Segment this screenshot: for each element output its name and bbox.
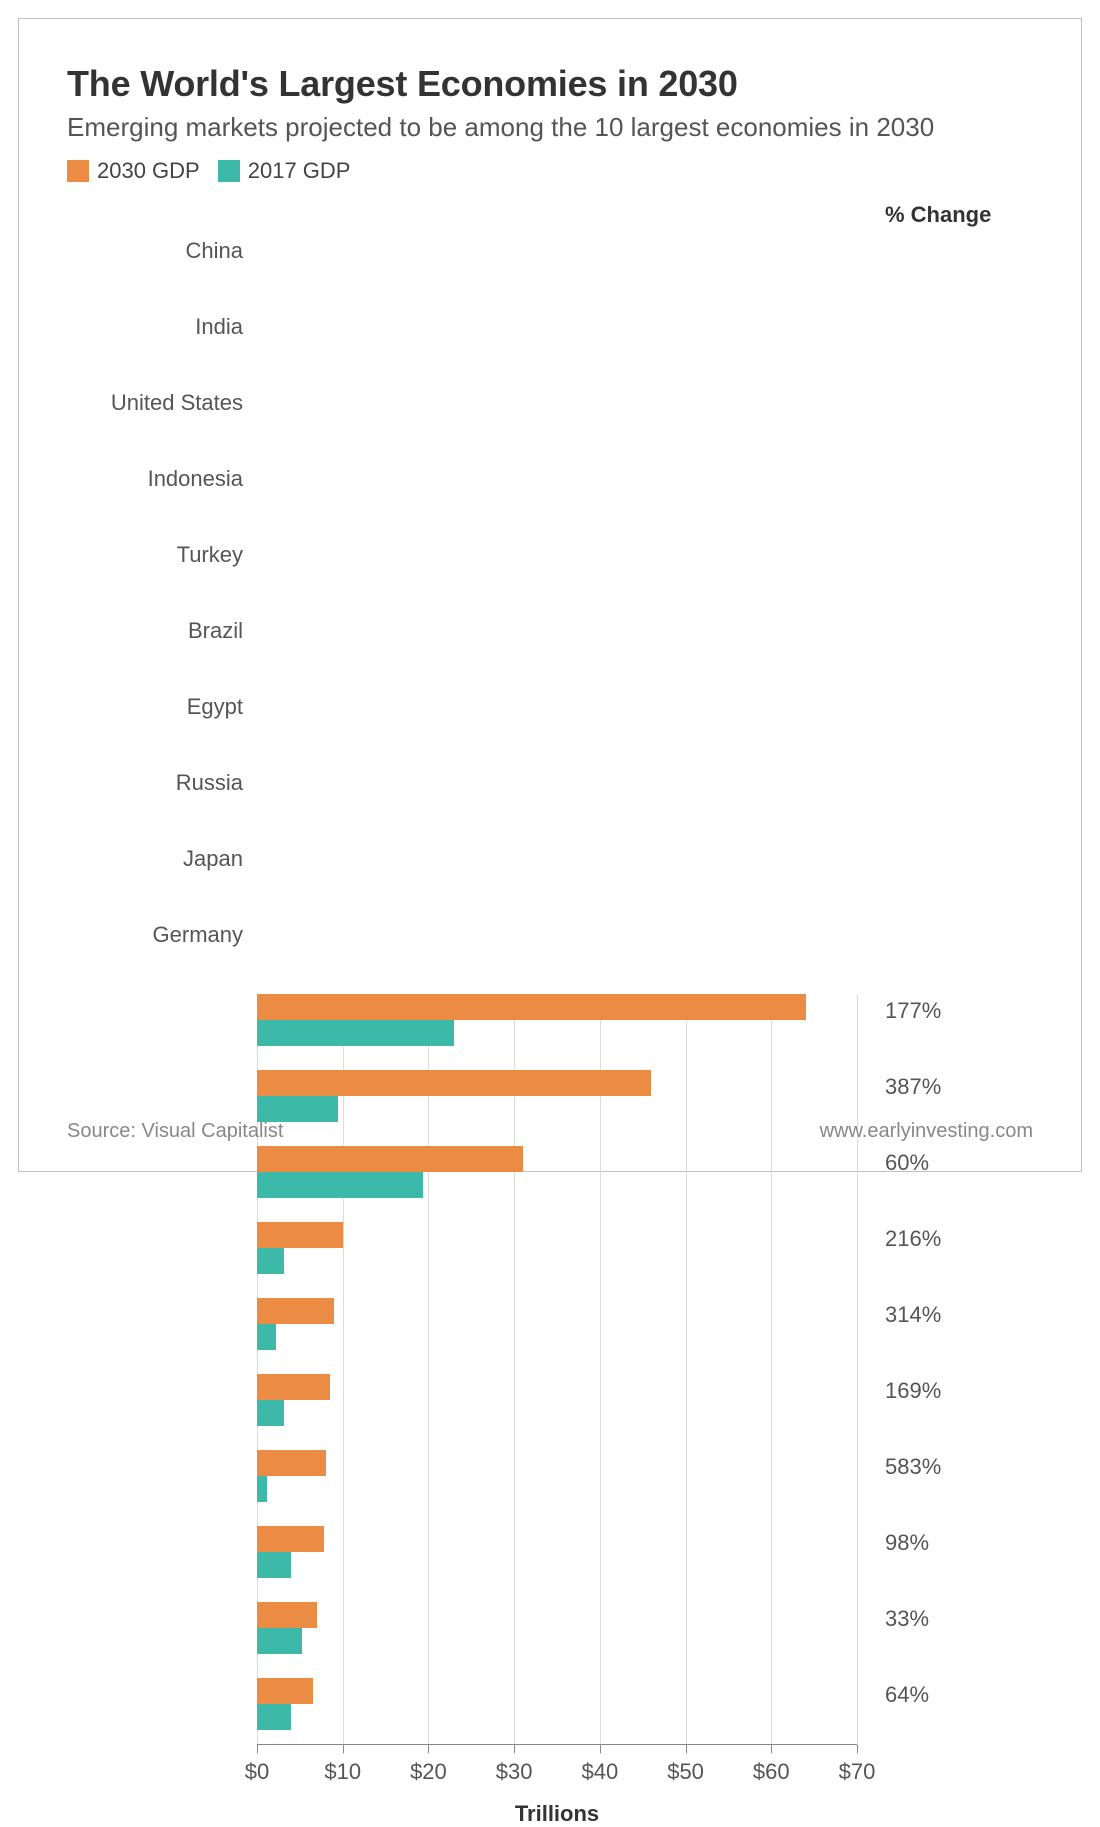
- bar-2030: [257, 994, 806, 1020]
- pct-change-value: 177%: [857, 994, 1027, 1070]
- category-labels-column: ChinaIndiaUnited StatesIndonesiaTurkeyBr…: [67, 234, 257, 994]
- bar-2017: [257, 1172, 423, 1198]
- chart-frame: The World's Largest Economies in 2030 Em…: [18, 18, 1082, 1172]
- bar-2017: [257, 1324, 276, 1350]
- bar-group: [257, 1602, 857, 1678]
- x-axis-ticks: [257, 1745, 857, 1753]
- bar-2017: [257, 1020, 454, 1046]
- category-label: India: [67, 310, 257, 386]
- pct-change-header: % Change: [857, 202, 1027, 234]
- bar-group: [257, 1450, 857, 1526]
- footer-source: Source: Visual Capitalist: [67, 1120, 283, 1143]
- category-label: China: [67, 234, 257, 310]
- x-tick: [771, 1745, 772, 1753]
- bar-2030: [257, 1450, 326, 1476]
- category-label: Turkey: [67, 538, 257, 614]
- x-axis-tick-labels: $0$10$20$30$40$50$60$70: [257, 1753, 857, 1787]
- bar-2030: [257, 1526, 324, 1552]
- pct-change-value: 98%: [857, 1526, 1027, 1602]
- x-tick-label: $60: [753, 1759, 790, 1785]
- bar-2017: [257, 1400, 284, 1426]
- bar-2030: [257, 1298, 334, 1324]
- x-tick-label: $40: [581, 1759, 618, 1785]
- legend-label-2030: 2030 GDP: [97, 158, 200, 184]
- x-tick: [257, 1745, 258, 1753]
- legend-label-2017: 2017 GDP: [248, 158, 351, 184]
- bar-group: [257, 1678, 857, 1754]
- plot-area: [257, 994, 857, 1754]
- x-axis: $0 $10 $20 $30 $40 $50 $60 $70: [67, 1744, 1033, 1787]
- bar-2017: [257, 1248, 284, 1274]
- x-tick: [600, 1745, 601, 1753]
- footer-site: www.earlyinvesting.com: [820, 1120, 1033, 1143]
- chart-title: The World's Largest Economies in 2030: [67, 63, 1033, 105]
- pct-change-value: 216%: [857, 1222, 1027, 1298]
- x-tick-label: $20: [410, 1759, 447, 1785]
- x-tick: [857, 1745, 858, 1753]
- bar-2030: [257, 1374, 330, 1400]
- pct-change-value: 314%: [857, 1298, 1027, 1374]
- x-tick: [428, 1745, 429, 1753]
- bar-group: [257, 994, 857, 1070]
- bar-group: [257, 1374, 857, 1450]
- category-label: United States: [67, 386, 257, 462]
- bar-group: [257, 1222, 857, 1298]
- chart-area: % Change 177%387%60%216%314%169%583%98%3…: [67, 202, 1033, 1754]
- legend-item-2030: 2030 GDP: [67, 158, 200, 184]
- category-label: Indonesia: [67, 462, 257, 538]
- category-label: Japan: [67, 842, 257, 918]
- bar-2017: [257, 1476, 267, 1502]
- footer: Source: Visual Capitalist www.earlyinves…: [67, 1120, 1033, 1143]
- bars-host: [257, 994, 857, 1754]
- category-label: Egypt: [67, 690, 257, 766]
- bar-2017: [257, 1704, 291, 1730]
- x-axis-label-row: Trillions: [67, 1787, 1033, 1827]
- x-tick-label: $30: [496, 1759, 533, 1785]
- pct-change-value: 583%: [857, 1450, 1027, 1526]
- bar-group: [257, 1146, 857, 1222]
- pct-change-value: 60%: [857, 1146, 1027, 1222]
- pct-change-value: 64%: [857, 1678, 1027, 1754]
- x-tick: [514, 1745, 515, 1753]
- bar-2017: [257, 1096, 338, 1122]
- legend: 2030 GDP 2017 GDP: [67, 158, 1033, 184]
- x-tick: [686, 1745, 687, 1753]
- category-label: Russia: [67, 766, 257, 842]
- bar-2030: [257, 1222, 343, 1248]
- x-tick-label: $70: [839, 1759, 876, 1785]
- x-tick: [343, 1745, 344, 1753]
- pct-change-value: 169%: [857, 1374, 1027, 1450]
- x-tick-label: $10: [324, 1759, 361, 1785]
- category-label: Brazil: [67, 614, 257, 690]
- bar-group: [257, 1526, 857, 1602]
- x-tick-label: $50: [667, 1759, 704, 1785]
- legend-swatch-2017: [218, 160, 240, 182]
- bar-group: [257, 1298, 857, 1374]
- bar-2030: [257, 1602, 317, 1628]
- bar-2030: [257, 1146, 523, 1172]
- legend-swatch-2030: [67, 160, 89, 182]
- bar-2017: [257, 1552, 291, 1578]
- pct-change-column: 177%387%60%216%314%169%583%98%33%64%: [857, 994, 1027, 1754]
- bar-2030: [257, 1070, 651, 1096]
- bar-2017: [257, 1628, 302, 1654]
- legend-item-2017: 2017 GDP: [218, 158, 351, 184]
- pct-change-value: 33%: [857, 1602, 1027, 1678]
- category-label: Germany: [67, 918, 257, 994]
- x-axis-label: Trillions: [257, 1801, 857, 1827]
- x-tick-label: $0: [245, 1759, 269, 1785]
- bar-2030: [257, 1678, 313, 1704]
- chart-subtitle: Emerging markets projected to be among t…: [67, 111, 1033, 144]
